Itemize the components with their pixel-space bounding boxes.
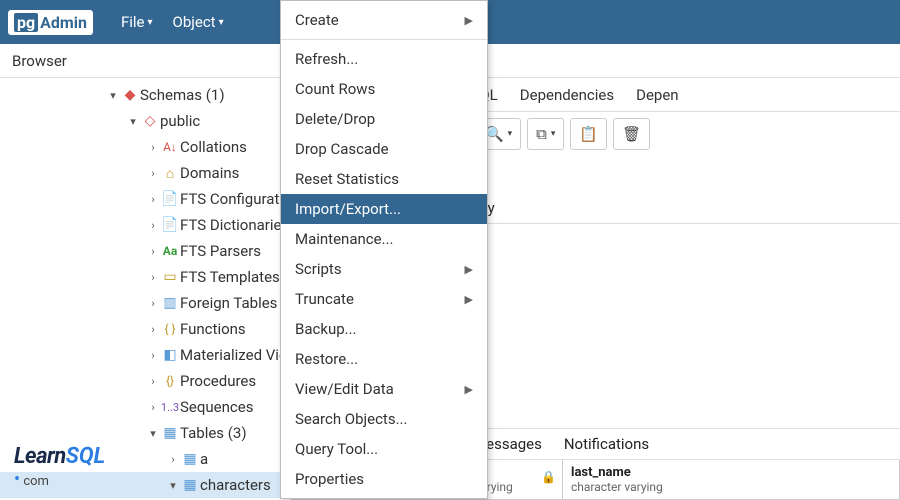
ctx-search-objects[interactable]: Search Objects... [281, 404, 487, 434]
object-tree[interactable]: ▾◆Schemas (1) ▾◇public ›A↓Collations ›⌂D… [0, 78, 290, 500]
domains-icon: ⌂ [160, 165, 180, 182]
ctx-restore[interactable]: Restore... [281, 344, 487, 374]
caret-down-icon: ▾ [106, 89, 120, 102]
copy-button[interactable]: ⧉▾ [527, 118, 564, 150]
tree-collations[interactable]: ›A↓Collations [0, 134, 290, 160]
tree-sequences[interactable]: ›1..3Sequences [0, 394, 290, 420]
tab-dependents[interactable]: Depen [636, 86, 678, 104]
ctx-truncate[interactable]: Truncate▶ [281, 284, 487, 314]
table-icon: ▦ [180, 477, 200, 493]
chevron-down-icon: ▾ [508, 129, 513, 139]
submenu-arrow-icon: ▶ [465, 263, 473, 276]
tree-functions[interactable]: ›{ }Functions [0, 316, 290, 342]
ctx-properties[interactable]: Properties [281, 464, 487, 494]
copy-icon: ⧉ [536, 125, 547, 143]
caret-down-icon: ▾ [126, 115, 140, 128]
caret-right-icon: › [146, 141, 160, 154]
tree-public[interactable]: ▾◇public [0, 108, 290, 134]
col-last-name[interactable]: last_name character varying [563, 460, 900, 499]
caret-right-icon: › [166, 453, 180, 466]
caret-right-icon: › [146, 375, 160, 388]
chevron-down-icon: ▾ [148, 17, 153, 28]
submenu-arrow-icon: ▶ [465, 293, 473, 306]
logo-pg: pg [14, 13, 38, 32]
functions-icon: { } [160, 322, 180, 336]
menu-object[interactable]: Object▾ [163, 13, 234, 31]
ctx-import-export[interactable]: Import/Export... [281, 194, 487, 224]
caret-right-icon: › [146, 401, 160, 414]
caret-right-icon: › [146, 245, 160, 258]
sequences-icon: 1..3 [160, 401, 180, 414]
tables-icon: ▦ [160, 425, 180, 441]
parsers-icon: Aa [160, 244, 180, 258]
tree-domains[interactable]: ›⌂Domains [0, 160, 290, 186]
caret-right-icon: › [146, 271, 160, 284]
ctx-create[interactable]: Create▶ [281, 5, 487, 35]
tab-dependencies[interactable]: Dependencies [520, 86, 614, 104]
caret-right-icon: › [146, 323, 160, 336]
ctx-refresh[interactable]: Refresh... [281, 44, 487, 74]
tree-fts-parsers[interactable]: ›AaFTS Parsers [0, 238, 290, 264]
context-menu[interactable]: Create▶ Refresh... Count Rows Delete/Dro… [280, 0, 488, 499]
caret-down-icon: ▾ [166, 479, 180, 492]
mat-views-icon: ◧ [160, 347, 180, 363]
lock-icon: 🔒 [541, 470, 556, 484]
chevron-down-icon: ▾ [219, 17, 224, 28]
app-logo: pgAdmin [8, 10, 93, 35]
caret-down-icon: ▾ [146, 427, 160, 440]
trash-icon: 🗑 [622, 125, 641, 143]
schema-icon: ◇ [140, 113, 160, 129]
fts-icon: 📄 [160, 191, 180, 207]
tab-notifications[interactable]: Notifications [564, 435, 649, 459]
templates-icon: ▭ [160, 269, 180, 285]
caret-right-icon: › [146, 219, 160, 232]
tree-fts-config[interactable]: ›📄FTS Configurations [0, 186, 290, 212]
caret-right-icon: › [146, 349, 160, 362]
collations-icon: A↓ [160, 140, 180, 154]
ctx-view-edit[interactable]: View/Edit Data▶ [281, 374, 487, 404]
logo-admin: Admin [40, 13, 87, 32]
foreign-tables-icon: ▥ [160, 295, 180, 311]
ctx-delete-drop[interactable]: Delete/Drop [281, 104, 487, 134]
delete-button[interactable]: 🗑 [613, 118, 650, 150]
tree-mat-views[interactable]: ›◧Materialized Views [0, 342, 290, 368]
tree-tables[interactable]: ▾▦Tables (3) [0, 420, 290, 446]
submenu-arrow-icon: ▶ [465, 383, 473, 396]
ctx-scripts[interactable]: Scripts▶ [281, 254, 487, 284]
table-icon: ▦ [180, 451, 200, 467]
caret-right-icon: › [146, 167, 160, 180]
tree-foreign-tables[interactable]: ›▥Foreign Tables [0, 290, 290, 316]
tree-fts-templates[interactable]: ›▭FTS Templates [0, 264, 290, 290]
caret-right-icon: › [146, 193, 160, 206]
procedures-icon: {} [160, 374, 180, 388]
fts-dict-icon: 📄 [160, 217, 180, 233]
tree-procedures[interactable]: ›{}Procedures [0, 368, 290, 394]
submenu-arrow-icon: ▶ [465, 14, 473, 27]
ctx-drop-cascade[interactable]: Drop Cascade [281, 134, 487, 164]
schema-icon: ◆ [120, 87, 140, 103]
ctx-count-rows[interactable]: Count Rows [281, 74, 487, 104]
ctx-query-tool[interactable]: Query Tool... [281, 434, 487, 464]
menu-separator [281, 39, 487, 40]
watermark: LearnSQL • com [14, 444, 105, 490]
tree-schemas[interactable]: ▾◆Schemas (1) [0, 82, 290, 108]
paste-icon: 📋 [579, 125, 598, 143]
paste-button[interactable]: 📋 [570, 118, 607, 150]
caret-right-icon: › [146, 297, 160, 310]
menu-file[interactable]: File▾ [111, 13, 163, 31]
chevron-down-icon: ▾ [551, 129, 556, 139]
tree-fts-dict[interactable]: ›📄FTS Dictionaries [0, 212, 290, 238]
ctx-backup[interactable]: Backup... [281, 314, 487, 344]
ctx-reset-stats[interactable]: Reset Statistics [281, 164, 487, 194]
ctx-maintenance[interactable]: Maintenance... [281, 224, 487, 254]
